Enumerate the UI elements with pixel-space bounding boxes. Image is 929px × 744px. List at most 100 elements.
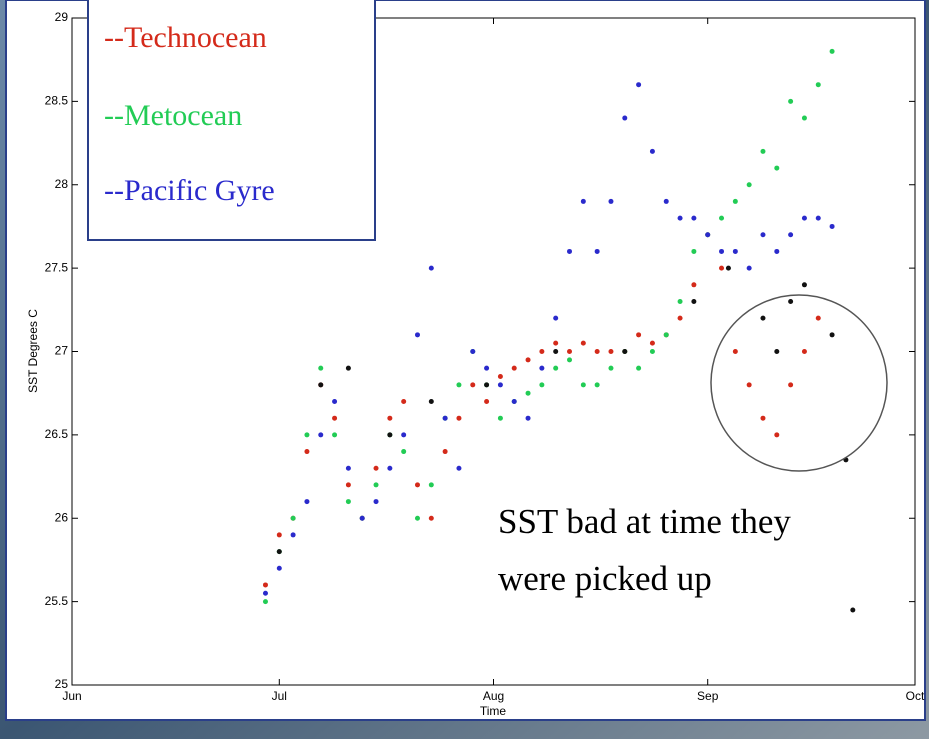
data-point [401, 399, 407, 405]
data-point [594, 248, 600, 254]
data-point [539, 349, 545, 354]
data-point [774, 432, 780, 438]
data-point [484, 382, 490, 388]
data-point [497, 382, 503, 388]
data-point [815, 315, 821, 321]
data-point [594, 382, 600, 388]
x-tick-label: Sep [697, 689, 719, 703]
data-point [276, 565, 282, 571]
y-tick-label: 27 [55, 344, 69, 358]
data-point [801, 282, 807, 288]
y-tick-label: 25 [55, 677, 69, 691]
data-point [774, 248, 780, 254]
data-point [691, 282, 697, 288]
data-point [442, 415, 448, 421]
y-tick-label: 28.5 [45, 94, 69, 108]
data-point [580, 382, 586, 388]
legend-box [87, 0, 376, 241]
data-point [428, 482, 434, 488]
data-point [788, 298, 794, 304]
data-point [276, 532, 282, 538]
data-point [387, 465, 393, 471]
data-point [484, 365, 490, 371]
data-point [622, 115, 628, 121]
data-point [608, 365, 614, 371]
data-point [719, 248, 725, 254]
data-point [511, 399, 517, 405]
data-point [649, 148, 655, 154]
x-tick-label: Jul [272, 689, 287, 703]
data-point [539, 365, 545, 371]
data-point [401, 432, 407, 438]
data-point [318, 432, 324, 438]
data-point [815, 82, 821, 88]
legend-entry: --Pacific Gyre [104, 174, 275, 207]
data-point [663, 332, 669, 338]
data-point [553, 365, 559, 371]
data-point [332, 415, 338, 421]
data-point [428, 515, 434, 521]
data-point [829, 223, 835, 229]
data-point [553, 349, 559, 354]
data-point [525, 357, 531, 363]
highlight-circle [710, 294, 888, 472]
data-point [580, 340, 586, 346]
data-point [649, 349, 655, 354]
data-point [304, 499, 310, 505]
data-point [677, 215, 683, 221]
y-tick-label: 26.5 [45, 427, 69, 441]
data-point [553, 340, 559, 346]
data-point [262, 590, 268, 596]
data-point [801, 349, 807, 354]
data-point [401, 449, 407, 455]
data-point [636, 365, 642, 371]
data-point [414, 515, 420, 521]
data-point [691, 298, 697, 304]
data-point [345, 482, 351, 488]
annotation: were picked up [498, 559, 712, 598]
data-point [387, 415, 393, 421]
data-point [470, 349, 476, 354]
data-point [705, 232, 711, 238]
data-point [290, 515, 296, 521]
x-tick-label: Oct [906, 689, 925, 703]
data-point [484, 399, 490, 405]
data-point [725, 265, 731, 271]
data-point [636, 332, 642, 338]
data-point [332, 399, 338, 405]
data-point [594, 349, 600, 354]
data-point [304, 432, 310, 438]
data-point [760, 148, 766, 154]
data-point [525, 415, 531, 421]
data-point [470, 382, 476, 388]
data-point [608, 198, 614, 204]
data-point [580, 198, 586, 204]
data-point [345, 365, 351, 371]
data-point [677, 298, 683, 304]
data-point [428, 265, 434, 271]
data-point [746, 382, 752, 388]
data-point [290, 532, 296, 538]
data-point [276, 549, 282, 555]
data-point [829, 48, 835, 54]
data-point [442, 449, 448, 455]
data-point [760, 232, 766, 238]
data-point [497, 374, 503, 380]
data-point [719, 265, 725, 271]
data-point [663, 198, 669, 204]
x-tick-label: Aug [483, 689, 504, 703]
data-point [318, 382, 324, 388]
data-point [788, 382, 794, 388]
data-point [345, 499, 351, 505]
data-point [691, 248, 697, 254]
data-point [760, 315, 766, 321]
data-point [732, 349, 738, 354]
data-point [746, 182, 752, 188]
data-point [539, 382, 545, 388]
data-point [774, 349, 780, 354]
data-point [719, 215, 725, 221]
annotation: SST bad at time they [498, 502, 791, 541]
y-axis-label: SST Degrees C [26, 309, 40, 393]
data-point [774, 165, 780, 171]
